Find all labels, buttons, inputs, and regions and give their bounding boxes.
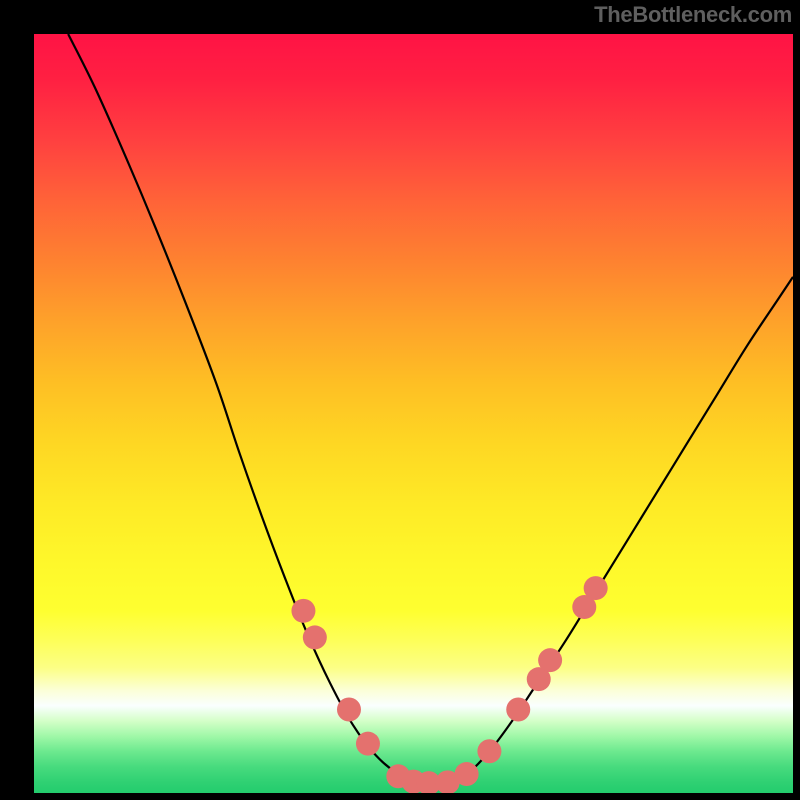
data-marker	[291, 599, 315, 623]
data-marker	[477, 739, 501, 763]
data-marker	[356, 732, 380, 756]
data-marker	[538, 648, 562, 672]
data-marker	[455, 762, 479, 786]
chart-frame	[34, 34, 793, 793]
bottleneck-chart	[34, 34, 793, 793]
data-marker	[337, 698, 361, 722]
data-marker	[506, 698, 530, 722]
data-marker	[584, 576, 608, 600]
watermark-text: TheBottleneck.com	[594, 2, 792, 28]
data-marker	[303, 625, 327, 649]
gradient-background	[34, 34, 793, 793]
